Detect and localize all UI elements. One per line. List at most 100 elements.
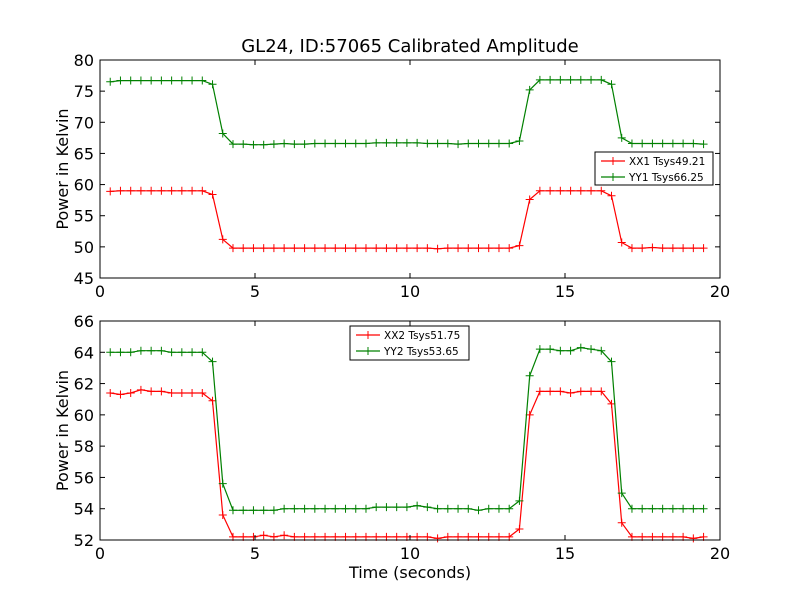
data-point [535,345,544,354]
data-point [638,244,647,253]
data-point [546,387,555,396]
data-point [126,76,135,85]
data-point [494,139,503,148]
data-point [535,387,544,396]
data-point [177,186,186,195]
data-point [454,140,463,149]
data-point [177,348,186,357]
legend-entry: XX1 Tsys49.21 [601,156,705,168]
data-point [474,139,483,148]
x-tick-label: 20 [710,282,730,301]
data-point [392,503,401,512]
data-point [157,387,166,396]
data-point [239,506,248,515]
data-point [188,388,197,397]
data-point [280,531,289,540]
x-tick-label: 15 [555,282,575,301]
data-point [556,186,565,195]
legend: XX2 Tsys51.75 YY2 Tsys53.65 [349,325,470,361]
data-point [638,139,647,148]
data-point [505,504,514,513]
data-point [167,186,176,195]
y-tick-label: 55 [74,207,94,226]
data-point [280,504,289,513]
data-point [515,241,524,250]
data-point [361,244,370,253]
data-point [576,186,585,195]
x-tick-label: 20 [710,544,730,563]
data-point [218,235,227,244]
data-point [321,504,330,513]
data-point [167,348,176,357]
legend-label: YY1 Tsys66.25 [628,172,704,184]
data-point [617,489,626,498]
data-point [454,244,463,253]
data-point [627,139,636,148]
data-point [515,136,524,145]
data-point [658,244,667,253]
data-point [433,504,442,513]
y-tick-label: 52 [74,531,94,550]
x-tick-label: 15 [555,544,575,563]
legend: XX1 Tsys49.21 YY1 Tsys66.25 [594,151,714,186]
data-point [433,244,442,253]
data-point [157,76,166,85]
data-point [218,479,227,488]
x-axis-label: Time (seconds) [348,563,471,582]
y-tick-label: 58 [74,437,94,456]
data-point [607,191,616,200]
data-point [382,244,391,253]
data-point [331,504,340,513]
data-point [259,506,268,515]
data-point [208,357,217,366]
data-point [464,504,473,513]
legend-label: XX2 Tsys51.75 [384,330,460,342]
data-point [515,525,524,534]
data-point [351,504,360,513]
data-point [423,139,432,148]
data-point [290,244,299,253]
data-point [638,504,647,513]
legend-box [594,151,714,186]
data-point [607,80,616,89]
legend-entry: YY1 Tsys66.25 [601,172,704,184]
bottom-panel: 0 5 10 15 20 52 54 56 58 60 62 64 66 Power in Kelvin T… [53,312,730,582]
data-point [147,76,156,85]
data-point [607,357,616,366]
data-point [587,387,596,396]
data-point [290,504,299,513]
data-point [198,388,207,397]
data-point [300,244,309,253]
y-tick-label: 66 [74,312,94,331]
data-point [494,504,503,513]
data-point [361,139,370,148]
data-point [177,388,186,397]
y-tick-label: 50 [74,238,94,257]
data-point [464,244,473,253]
data-point [188,76,197,85]
data-point [249,140,258,149]
data-point [454,504,463,513]
data-point [413,244,422,253]
data-point [321,244,330,253]
data-point [668,139,677,148]
data-point [566,388,575,397]
data-point [433,139,442,148]
data-point [259,140,268,149]
data-point [689,244,698,253]
data-point [106,348,115,357]
data-point [679,244,688,253]
data-point [566,75,575,84]
data-point [136,76,145,85]
data-point [321,139,330,148]
data-point [341,139,350,148]
data-point [556,346,565,355]
data-point [443,244,452,253]
data-point [310,139,319,148]
data-point [648,243,657,252]
legend-label: YY2 Tsys53.65 [383,346,459,358]
series-yy-panel-1 [106,75,708,149]
legend-box [349,325,470,361]
